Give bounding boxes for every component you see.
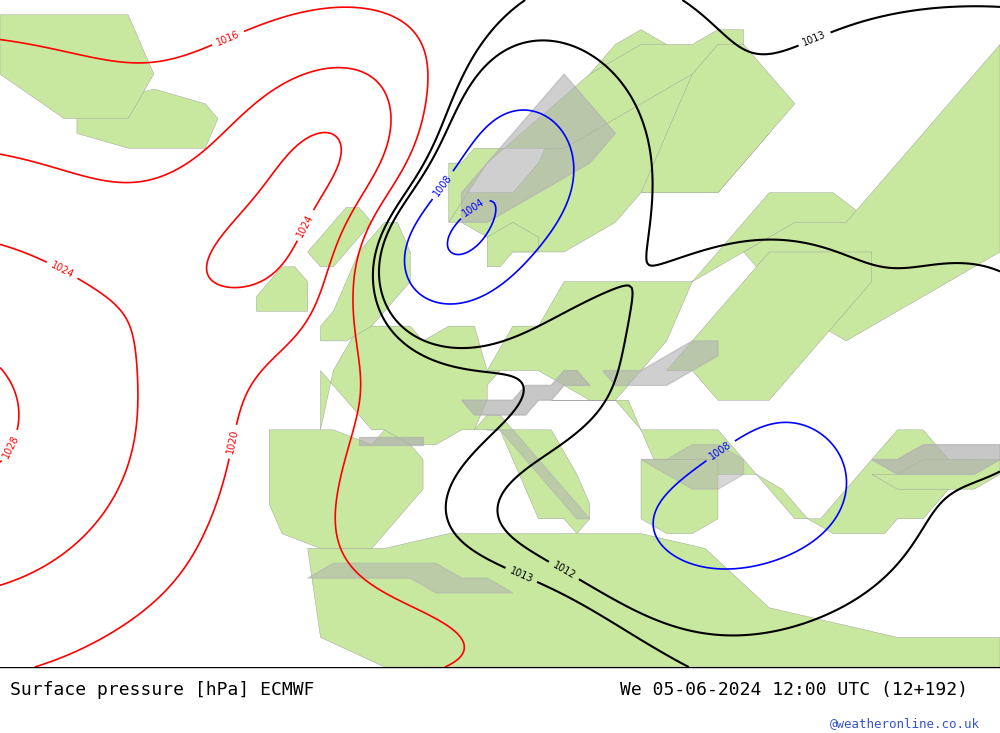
Polygon shape — [462, 371, 590, 415]
Polygon shape — [641, 460, 718, 534]
Polygon shape — [474, 415, 590, 534]
Polygon shape — [321, 222, 410, 341]
Polygon shape — [641, 445, 744, 489]
Polygon shape — [308, 563, 513, 593]
Polygon shape — [487, 222, 538, 267]
Text: 1016: 1016 — [215, 29, 241, 48]
Text: Surface pressure [hPa] ECMWF: Surface pressure [hPa] ECMWF — [10, 681, 314, 699]
Polygon shape — [321, 326, 500, 445]
Polygon shape — [449, 29, 769, 252]
Text: 1004: 1004 — [461, 196, 487, 218]
Text: We 05-06-2024 12:00 UTC (12+192): We 05-06-2024 12:00 UTC (12+192) — [620, 681, 968, 699]
Polygon shape — [641, 45, 795, 193]
Polygon shape — [603, 341, 718, 386]
Polygon shape — [487, 430, 590, 519]
Polygon shape — [667, 252, 872, 400]
Polygon shape — [308, 207, 372, 267]
Polygon shape — [449, 29, 744, 222]
Text: 1012: 1012 — [551, 560, 577, 581]
Polygon shape — [872, 445, 1000, 474]
Polygon shape — [872, 460, 1000, 489]
Polygon shape — [551, 400, 974, 534]
Polygon shape — [487, 193, 872, 400]
Text: 1024: 1024 — [295, 212, 315, 238]
Text: 1020: 1020 — [225, 429, 240, 454]
Polygon shape — [256, 267, 308, 312]
Polygon shape — [359, 438, 423, 445]
Polygon shape — [462, 74, 615, 222]
Polygon shape — [269, 430, 423, 548]
Text: @weatheronline.co.uk: @weatheronline.co.uk — [830, 717, 980, 729]
Polygon shape — [0, 15, 154, 119]
Text: 1013: 1013 — [801, 30, 828, 48]
Text: 1008: 1008 — [708, 440, 733, 462]
Text: 1013: 1013 — [508, 565, 535, 584]
Polygon shape — [744, 45, 1000, 341]
Polygon shape — [308, 534, 1000, 667]
Text: 1028: 1028 — [1, 433, 21, 460]
Polygon shape — [77, 89, 218, 148]
Text: 1024: 1024 — [49, 259, 75, 280]
Text: 1008: 1008 — [432, 172, 454, 198]
